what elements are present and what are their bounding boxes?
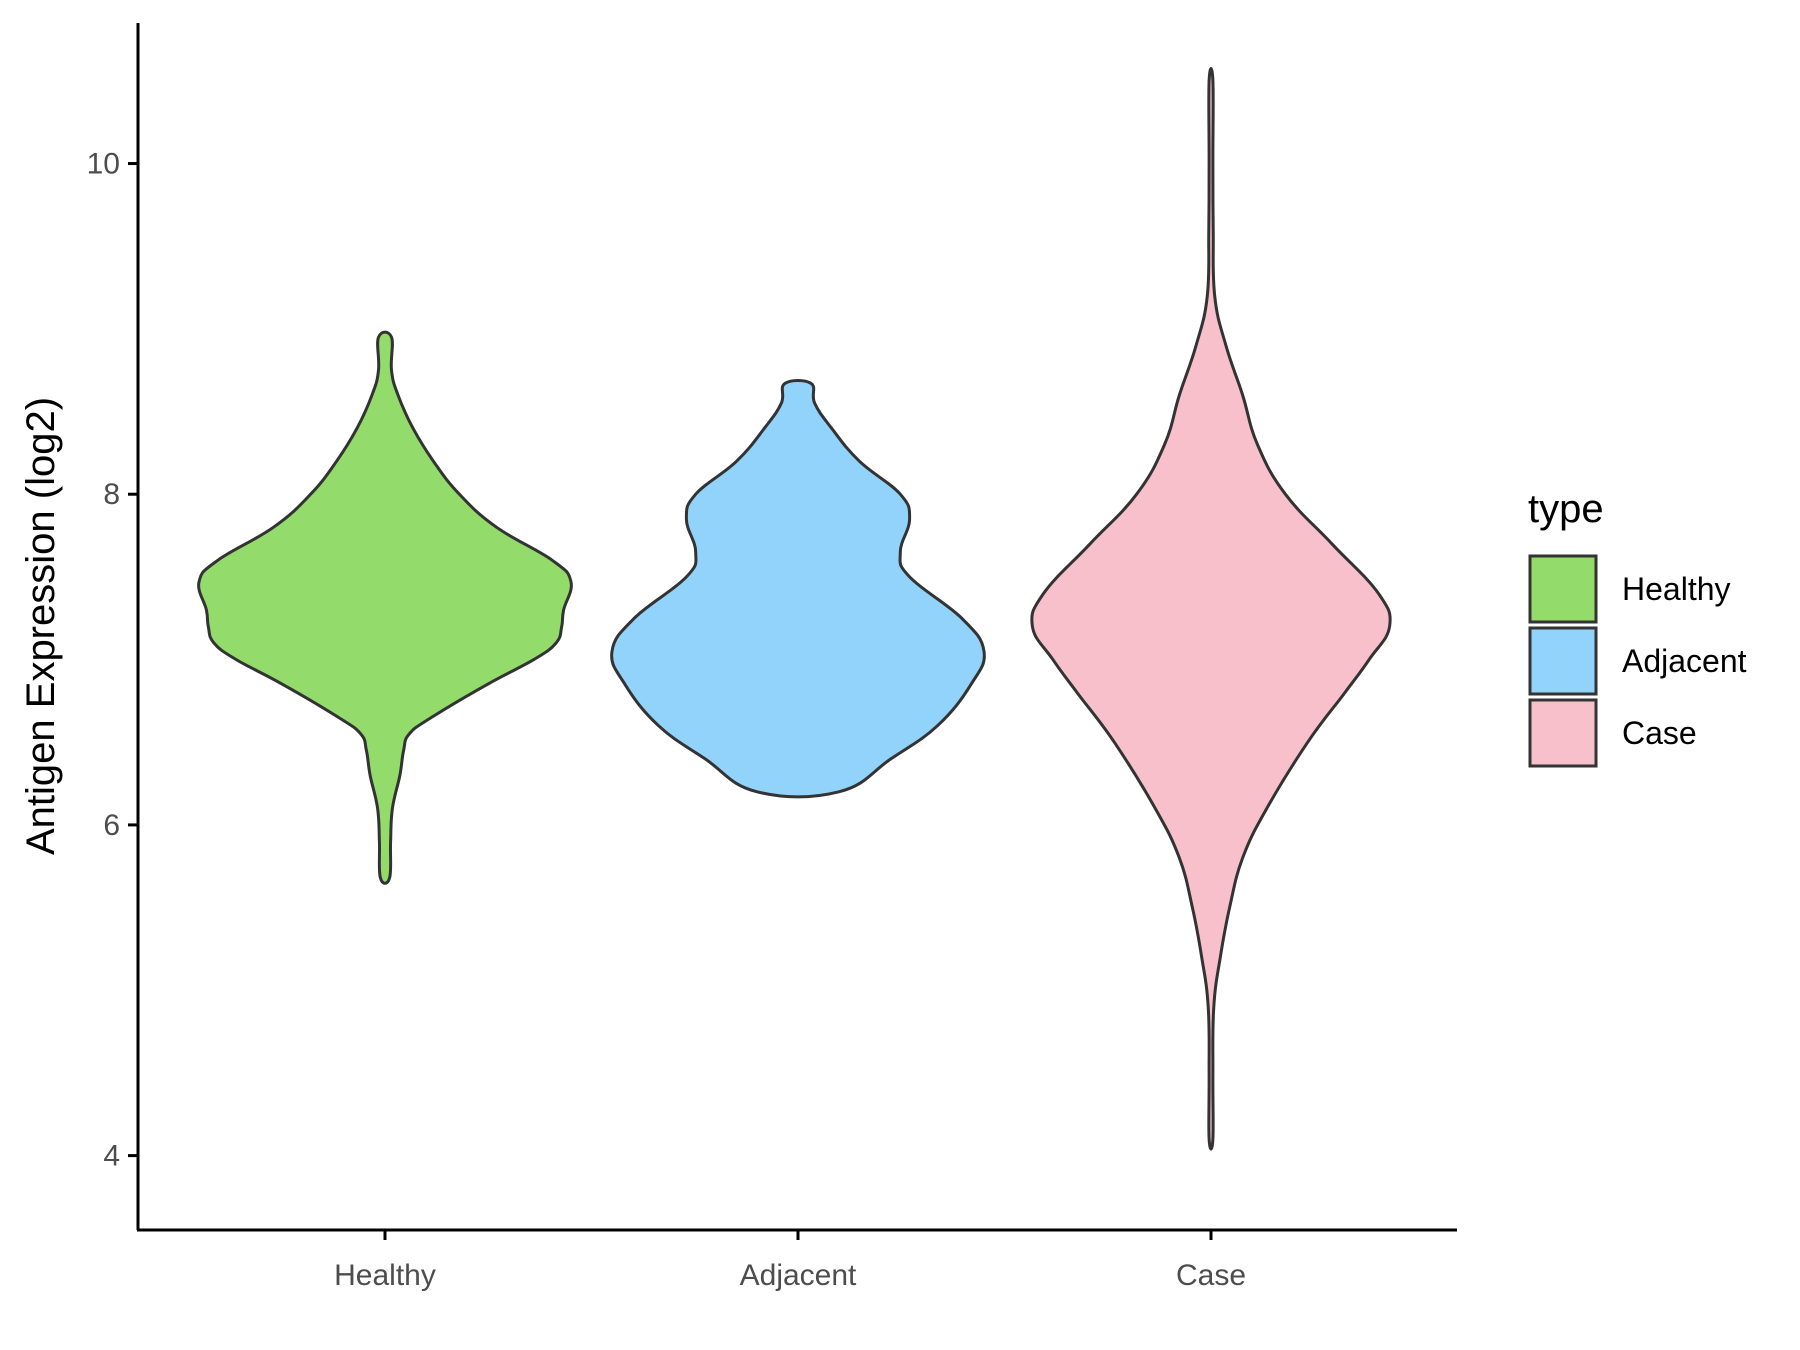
y-axis-title: Antigen Expression (log2) — [19, 397, 63, 855]
violin-adjacent — [610, 378, 986, 799]
y-tick-label: 4 — [103, 1140, 120, 1173]
y-tick-label: 6 — [103, 809, 120, 842]
legend-label-case: Case — [1622, 715, 1697, 751]
violin-group — [197, 66, 1392, 1151]
y-tick-label: 10 — [87, 148, 120, 181]
x-axis-ticks: Healthy Adjacent Case — [334, 1230, 1246, 1292]
legend: type Healthy Adjacent Case — [1528, 487, 1747, 768]
x-tick-label: Adjacent — [740, 1259, 857, 1292]
x-tick-label: Case — [1176, 1259, 1246, 1292]
x-tick-label: Healthy — [334, 1259, 436, 1292]
legend-swatch-healthy — [1528, 554, 1598, 624]
violin-healthy — [197, 330, 573, 885]
y-tick-label: 8 — [103, 478, 120, 511]
violin-case — [1030, 66, 1392, 1151]
legend-title: type — [1528, 487, 1604, 531]
y-axis-ticks: 4 6 8 10 — [87, 148, 138, 1173]
legend-label-adjacent: Adjacent — [1622, 643, 1747, 679]
legend-swatch-case — [1528, 698, 1598, 768]
legend-label-healthy: Healthy — [1622, 571, 1731, 607]
legend-swatch-adjacent — [1528, 626, 1598, 696]
